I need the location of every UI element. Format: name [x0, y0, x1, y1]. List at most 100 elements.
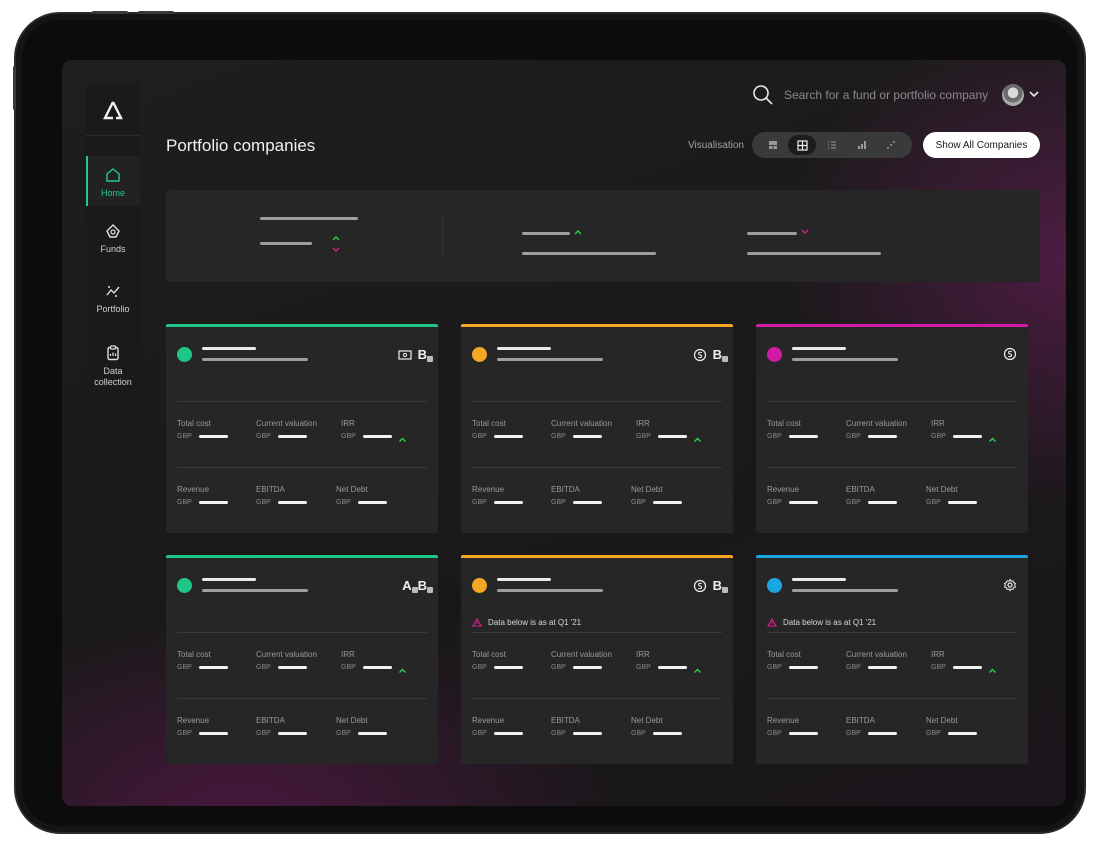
home-icon [106, 168, 120, 182]
grid-view-button[interactable] [788, 135, 817, 155]
company-subtitle-placeholder [202, 589, 308, 592]
share-class-badge: B [418, 347, 433, 362]
ebitda-label: EBITDA [551, 716, 580, 725]
currency-label: GBP [472, 433, 487, 440]
portfolio-icon [106, 286, 120, 297]
company-subtitle-placeholder [497, 358, 603, 361]
layout-view-button[interactable] [759, 135, 787, 155]
gear-icon [1003, 578, 1017, 592]
total-cost-value [494, 435, 523, 438]
company-subtitle-placeholder [792, 589, 898, 592]
coin-icon [693, 579, 707, 593]
share-class-letter: B [712, 578, 722, 593]
company-card[interactable]: Total cost GBP Current valuation GBP IRR… [756, 324, 1028, 533]
irr-value [658, 435, 687, 438]
warning-icon [767, 618, 777, 627]
net-debt-label: Net Debt [631, 716, 663, 725]
ebitda-label: EBITDA [256, 716, 285, 725]
summary-placeholder-line [522, 232, 570, 235]
share-class-letter: B [417, 578, 427, 593]
summary-placeholder-line [522, 252, 656, 255]
revenue-label: Revenue [177, 485, 210, 494]
coin-icon [693, 348, 707, 362]
status-dot [767, 578, 782, 593]
share-class-letter: A [402, 578, 412, 593]
trend-up-icon [693, 430, 702, 448]
layout-icon [768, 141, 777, 149]
currency-label: GBP [846, 499, 861, 506]
status-dot [767, 347, 782, 362]
trend-down-icon [801, 229, 809, 234]
company-card[interactable]: B Data below is as at Q1 '21 Total cost … [461, 555, 733, 764]
trend-down-icon [332, 247, 340, 252]
data-date-warning: Data below is as at Q1 '21 [767, 618, 876, 627]
app-logo[interactable] [86, 84, 140, 136]
currency-label: GBP [767, 499, 782, 506]
coin-icon [1003, 347, 1017, 361]
sidebar-item-label: Data collection [94, 366, 132, 387]
ebitda-label: EBITDA [846, 716, 875, 725]
net-debt-label: Net Debt [631, 485, 663, 494]
visualisation-toggle [752, 132, 912, 158]
avatar[interactable] [1002, 84, 1024, 106]
search-input[interactable]: Search for a fund or portfolio company [784, 88, 989, 102]
total-cost-label: Total cost [767, 650, 801, 659]
currency-label: GBP [636, 433, 651, 440]
company-name-placeholder [202, 347, 256, 350]
sidebar-item-funds[interactable]: Funds [86, 222, 140, 262]
currency-label: GBP [767, 730, 782, 737]
show-all-companies-button[interactable]: Show All Companies [923, 132, 1040, 158]
card-divider [767, 698, 1017, 699]
bar-chart-view-button[interactable] [848, 135, 876, 155]
irr-label: IRR [341, 650, 355, 659]
clipboard-icon [107, 345, 119, 361]
grid-icon [797, 139, 808, 151]
ebitda-value [278, 501, 307, 504]
current-valuation-value [278, 435, 307, 438]
net-debt-value [948, 501, 977, 504]
company-name-placeholder [202, 578, 256, 581]
company-card[interactable]: B Total cost GBP Current valuation GBP I… [166, 324, 438, 533]
sidebar-item-data-collection[interactable]: Data collection [86, 344, 140, 394]
irr-value [363, 435, 392, 438]
total-cost-label: Total cost [177, 650, 211, 659]
company-card[interactable]: B Total cost GBP Current valuation GBP I… [461, 324, 733, 533]
card-badges: B [693, 347, 728, 362]
company-card[interactable]: Data below is as at Q1 '21 Total cost GB… [756, 555, 1028, 764]
search-icon[interactable] [752, 84, 774, 106]
current-valuation-label: Current valuation [846, 650, 907, 659]
scatter-view-button[interactable] [877, 135, 905, 155]
search-bar[interactable]: Search for a fund or portfolio company [752, 84, 988, 106]
share-class-badge: B [417, 578, 433, 593]
sidebar-item-portfolio[interactable]: Portfolio [86, 282, 140, 322]
total-cost-value [199, 666, 228, 669]
company-subtitle-placeholder [497, 589, 603, 592]
currency-label: GBP [256, 730, 271, 737]
sidebar-item-home[interactable]: Home [86, 156, 140, 206]
card-divider [472, 632, 722, 633]
company-subtitle-placeholder [792, 358, 898, 361]
card-badges: B [693, 578, 728, 593]
card-divider [472, 698, 722, 699]
app-screen: Home Funds Portfolio [62, 60, 1066, 806]
current-valuation-label: Current valuation [256, 650, 317, 659]
sidebar-item-label: Home [100, 188, 125, 198]
company-name-placeholder [792, 347, 846, 350]
irr-label: IRR [931, 419, 945, 428]
irr-label: IRR [636, 419, 650, 428]
summary-panel [166, 190, 1040, 282]
ebitda-value [278, 732, 307, 735]
trend-up-icon [988, 661, 997, 679]
currency-label: GBP [846, 433, 861, 440]
revenue-value [494, 732, 523, 735]
company-name-placeholder [792, 578, 846, 581]
trend-up-icon [574, 230, 582, 235]
chevron-down-icon[interactable] [1028, 88, 1040, 100]
visualisation-label: Visualisation [688, 140, 744, 151]
revenue-label: Revenue [767, 485, 800, 494]
net-debt-value [653, 501, 682, 504]
card-badges [1003, 347, 1017, 361]
revenue-label: Revenue [767, 716, 800, 725]
list-view-button[interactable] [818, 135, 846, 155]
